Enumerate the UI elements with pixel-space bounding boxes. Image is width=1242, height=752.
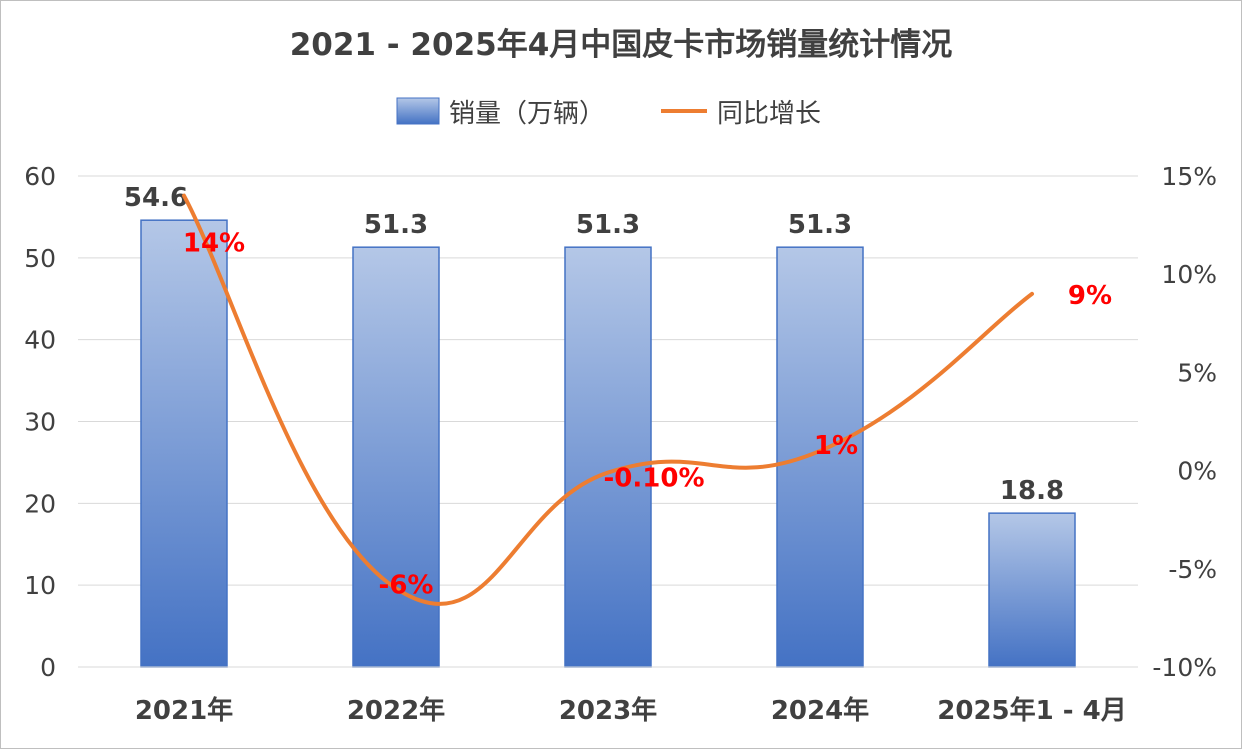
bar xyxy=(564,246,652,668)
growth-line xyxy=(182,193,1034,606)
growth-value-label: -0.10% xyxy=(604,464,705,494)
left-axis: 0 10 20 30 40 50 60 xyxy=(24,162,56,682)
bar xyxy=(776,246,864,668)
growth-value-label: 9% xyxy=(1068,281,1112,311)
bar-series xyxy=(140,219,1076,668)
left-tick-label: 0 xyxy=(40,653,56,682)
bar-value-labels: 54.6 51.3 51.3 51.3 18.8 xyxy=(124,183,1064,506)
right-tick-label: 15% xyxy=(1161,162,1217,191)
growth-value-label: -6% xyxy=(379,570,434,600)
bar-value-label: 51.3 xyxy=(576,210,640,240)
x-tick-label: 2022年 xyxy=(347,695,445,726)
line-value-labels: 14% -6% -0.10% 1% 9% xyxy=(183,229,1112,601)
left-tick-label: 50 xyxy=(24,244,56,273)
legend-bar-label: 销量（万辆） xyxy=(449,99,605,129)
growth-value-label: 14% xyxy=(183,229,245,259)
legend-bar-swatch xyxy=(396,97,440,125)
left-tick-label: 40 xyxy=(24,326,56,355)
bar xyxy=(988,512,1076,668)
left-tick-label: 60 xyxy=(24,162,56,191)
left-tick-label: 10 xyxy=(24,571,56,600)
bar-value-label: 18.8 xyxy=(1000,476,1064,506)
bar xyxy=(352,246,440,668)
x-tick-label: 2024年 xyxy=(771,695,869,726)
right-axis: -10% -5% 0% 5% 10% 15% xyxy=(1152,162,1217,682)
line-series xyxy=(182,193,1034,606)
right-tick-label: 10% xyxy=(1161,260,1217,289)
chart-title: 2021 - 2025年4月中国皮卡市场销量统计情况 xyxy=(290,27,953,63)
bar-value-label: 51.3 xyxy=(788,210,852,240)
bar xyxy=(140,219,228,668)
x-tick-label: 2021年 xyxy=(135,695,233,726)
right-tick-label: -5% xyxy=(1168,555,1217,584)
bar-value-label: 54.6 xyxy=(124,183,188,213)
legend: 销量（万辆） 同比增长 xyxy=(396,97,821,129)
left-tick-label: 20 xyxy=(24,489,56,518)
x-tick-label: 2023年 xyxy=(559,695,657,726)
x-tick-label: 2025年1 - 4月 xyxy=(937,695,1126,726)
bar-value-label: 51.3 xyxy=(364,210,428,240)
growth-value-label: 1% xyxy=(814,431,858,461)
right-tick-label: 5% xyxy=(1177,358,1217,387)
right-tick-label: -10% xyxy=(1152,653,1217,682)
left-tick-label: 30 xyxy=(24,408,56,437)
right-tick-label: 0% xyxy=(1177,457,1217,486)
legend-line-label: 同比增长 xyxy=(717,99,821,129)
x-axis: 2021年 2022年 2023年 2024年 2025年1 - 4月 xyxy=(78,666,1138,726)
